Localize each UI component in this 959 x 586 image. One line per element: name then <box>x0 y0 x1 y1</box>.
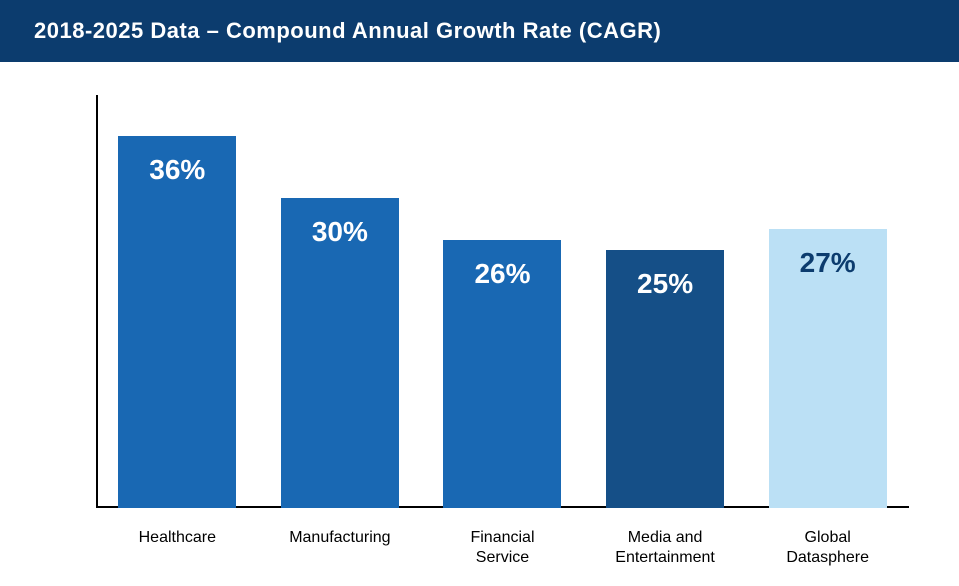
bar-slot: 36% <box>96 95 259 508</box>
bar-global-datasphere: 27% <box>769 229 887 508</box>
bar-slot: 25% <box>584 95 747 508</box>
bar-slot: 26% <box>421 95 584 508</box>
bar-slot: 30% <box>259 95 422 508</box>
cagr-bar-chart: 2018-2025 Data – Compound Annual Growth … <box>0 0 959 586</box>
x-labels-row: Healthcare Manufacturing Financial Servi… <box>96 516 909 586</box>
x-label: Healthcare <box>96 516 259 586</box>
x-label: Media and Entertainment <box>584 516 747 586</box>
x-label: Financial Service <box>421 516 584 586</box>
bar-media-entertainment: 25% <box>606 250 724 508</box>
bar-slot: 27% <box>746 95 909 508</box>
bar-value-label: 25% <box>637 268 693 300</box>
x-label: Global Datasphere <box>746 516 909 586</box>
bar-manufacturing: 30% <box>281 198 399 508</box>
bar-financial-service: 26% <box>443 240 561 508</box>
chart-title: 2018-2025 Data – Compound Annual Growth … <box>0 0 959 62</box>
plot-area: 36% 30% 26% 25% 27% <box>96 95 909 508</box>
bar-healthcare: 36% <box>118 136 236 508</box>
bar-value-label: 27% <box>800 247 856 279</box>
bar-value-label: 36% <box>149 154 205 186</box>
bar-value-label: 26% <box>474 258 530 290</box>
x-label: Manufacturing <box>259 516 422 586</box>
bars-row: 36% 30% 26% 25% 27% <box>96 95 909 508</box>
bar-value-label: 30% <box>312 216 368 248</box>
